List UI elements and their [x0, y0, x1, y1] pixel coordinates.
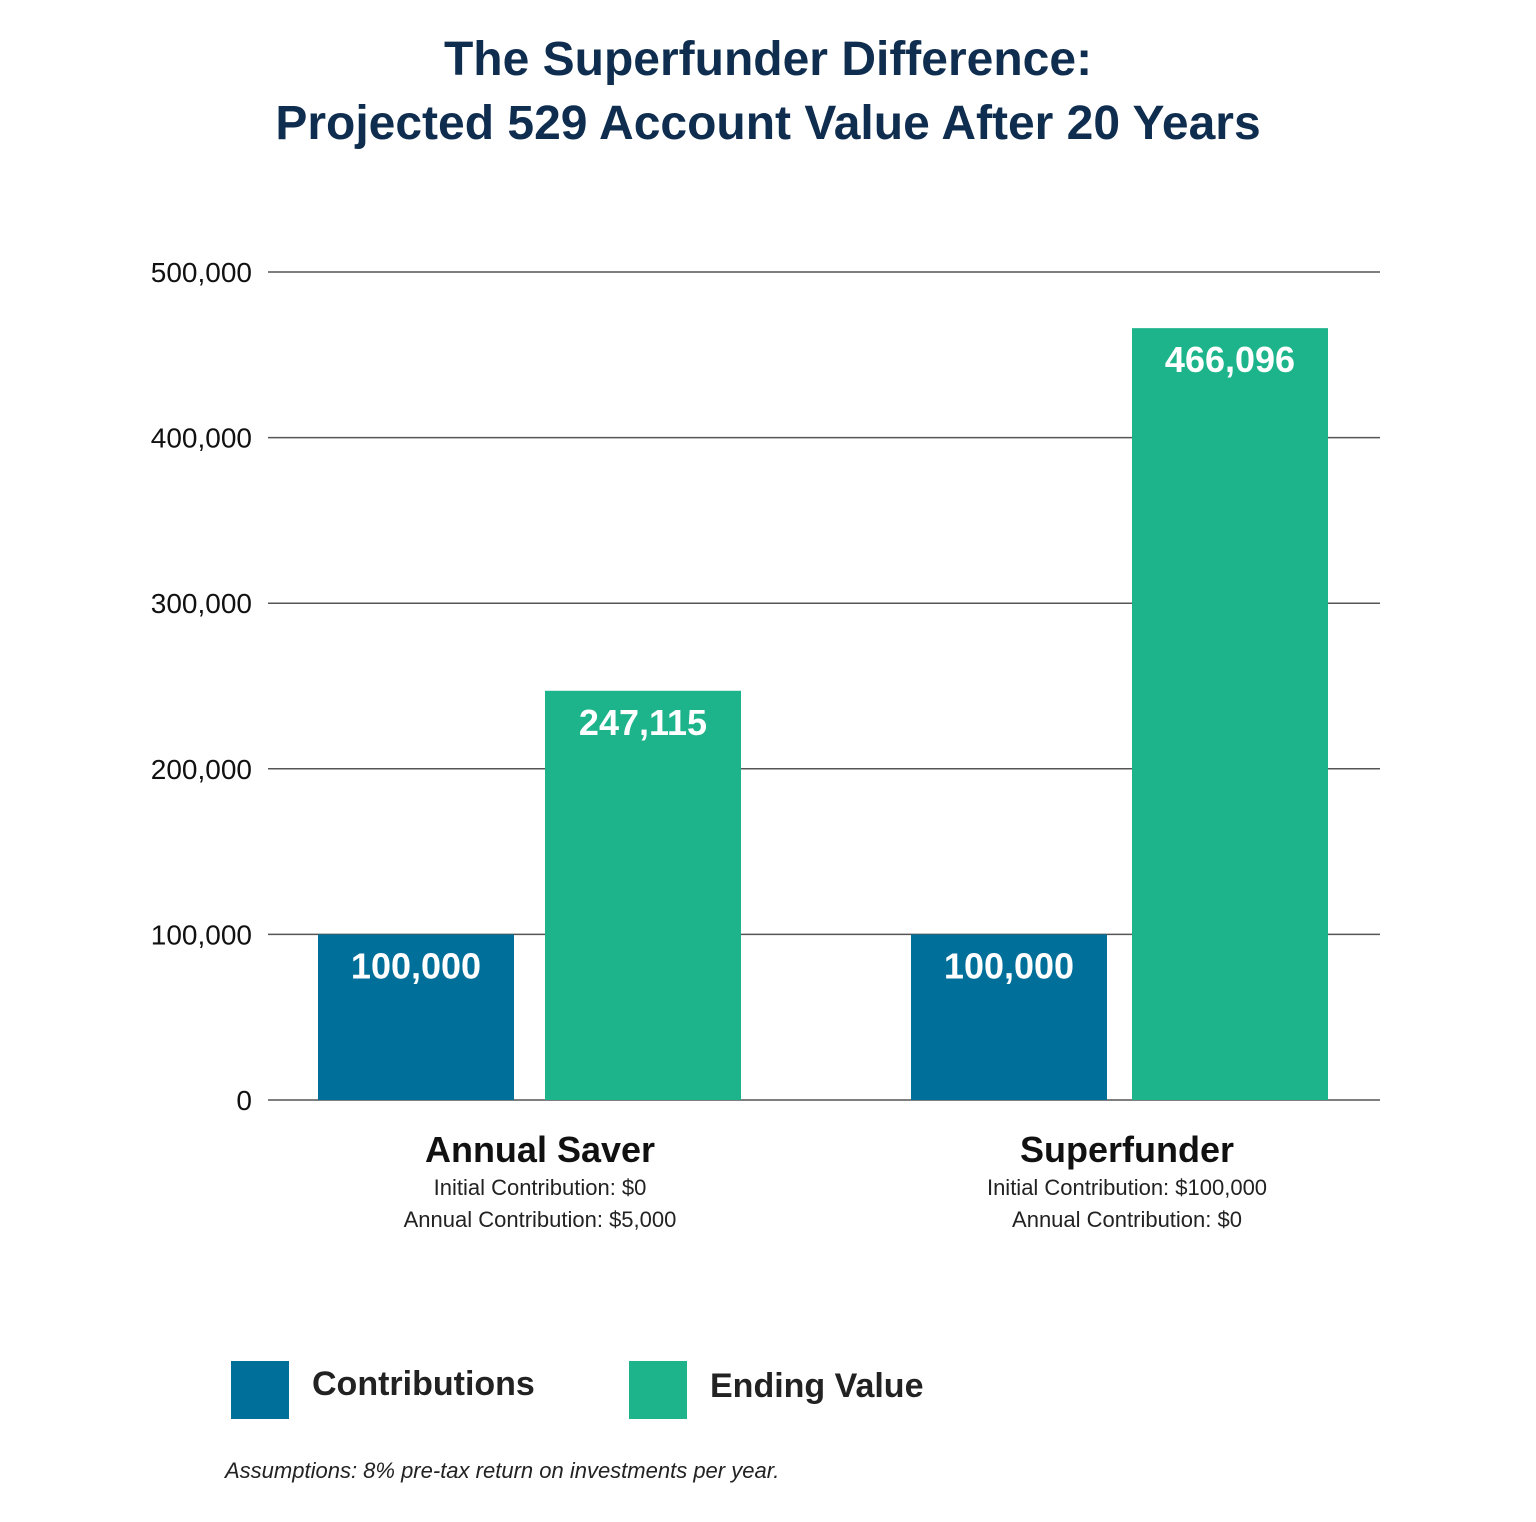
- category-annual-saver: Annual Saver Initial Contribution: $0 An…: [280, 1128, 800, 1236]
- bar-ending-value: [545, 690, 741, 1100]
- category-detail-annual: Annual Contribution: $0: [1012, 1207, 1242, 1232]
- category-superfunder: Superfunder Initial Contribution: $100,0…: [867, 1128, 1387, 1236]
- category-detail-initial: Initial Contribution: $100,000: [986, 1175, 1268, 1200]
- bar-value-labels: 100,000 247,115 100,000 466,096: [351, 339, 1295, 986]
- category-name: Superfunder: [1019, 1129, 1234, 1170]
- y-tick-label: 500,000: [151, 257, 252, 288]
- bar-contributions: [318, 934, 514, 1100]
- assumptions-note: Assumptions: 8% pre-tax return on invest…: [225, 1458, 780, 1483]
- legend-label-contributions: Contributions: [312, 1365, 535, 1403]
- y-tick-label: 200,000: [151, 754, 252, 785]
- bar-ending-value: [1132, 328, 1328, 1100]
- legend-swatch-ending-value: [629, 1361, 687, 1419]
- category-detail-annual: Annual Contribution: $5,000: [403, 1207, 677, 1232]
- legend-swatch-contributions: [231, 1361, 289, 1419]
- bar-contributions: [911, 934, 1107, 1100]
- y-tick-label: 100,000: [151, 919, 252, 950]
- y-tick-label: 300,000: [151, 588, 252, 619]
- chart-title: The Superfunder Difference: Projected 52…: [0, 28, 1536, 156]
- bar-value-label: 247,115: [579, 702, 707, 743]
- bar-value-label: 100,000: [351, 945, 481, 986]
- bars: [318, 328, 1328, 1100]
- y-tick-label: 0: [236, 1085, 252, 1116]
- bar-value-label: 466,096: [1165, 339, 1295, 380]
- y-tick-label: 400,000: [151, 423, 252, 454]
- y-axis-tick-labels: 0 100,000 200,000 300,000 400,000 500,000: [151, 257, 252, 1116]
- category-detail-initial: Initial Contribution: $0: [433, 1175, 647, 1200]
- category-name: Annual Saver: [424, 1129, 656, 1170]
- chart-title-line-1: The Superfunder Difference:: [443, 33, 1093, 86]
- chart-title-line-2: Projected 529 Account Value After 20 Yea…: [275, 97, 1261, 150]
- legend-label-ending-value: Ending Value: [710, 1367, 924, 1405]
- bar-value-label: 100,000: [944, 945, 1074, 986]
